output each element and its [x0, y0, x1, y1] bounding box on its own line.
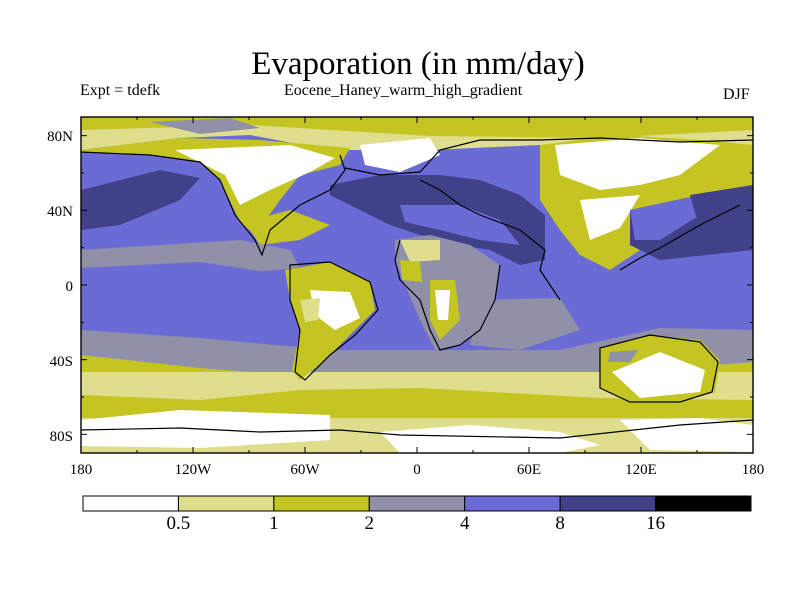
run-name-label: Eocene_Haney_warm_high_gradient: [284, 82, 523, 99]
chart-title: Evaporation (in mm/day): [251, 46, 585, 82]
experiment-label: Expt = tdefk: [80, 82, 161, 99]
coastlines: [81, 137, 753, 439]
y-tick-label: 40S: [50, 354, 73, 370]
colorbar-swatch: [82, 495, 179, 512]
y-tick-label: 80S: [50, 429, 73, 445]
y-tick-label: 80N: [47, 129, 73, 145]
x-tick-label: 180: [742, 462, 765, 478]
evaporation-field: [81, 117, 753, 453]
colorbar-label: 0.5: [167, 513, 191, 534]
y-tick-label: 0: [66, 279, 74, 295]
y-tick-label: 40N: [47, 204, 73, 220]
colorbar-swatch: [655, 495, 752, 512]
colorbar-swatch: [559, 495, 657, 512]
colorbar-label: 4: [460, 513, 470, 534]
colorbar: 0.5 1 2 4 8 16: [82, 495, 752, 534]
x-axis-labels: 180 120W 60W 0 60E 120E 180: [70, 462, 765, 478]
x-tick-label: 0: [413, 462, 421, 478]
colorbar-label: 8: [555, 513, 565, 534]
colorbar-label: 16: [646, 513, 665, 534]
y-axis-labels: 80N 40N 0 40S 80S: [47, 129, 73, 445]
x-tick-label: 120E: [625, 462, 657, 478]
axis-ticks: [80, 117, 754, 453]
colorbar-label: 2: [365, 513, 375, 534]
x-tick-label: 180: [70, 462, 93, 478]
season-label: DJF: [723, 86, 750, 103]
colorbar-swatch: [464, 495, 561, 512]
colorbar-swatch: [273, 495, 370, 512]
colorbar-swatch: [177, 495, 275, 512]
colorbar-label: 1: [269, 513, 279, 534]
x-tick-label: 60E: [517, 462, 541, 478]
colorbar-swatch: [368, 495, 466, 512]
x-tick-label: 60W: [290, 462, 320, 478]
x-tick-label: 120W: [175, 462, 213, 478]
